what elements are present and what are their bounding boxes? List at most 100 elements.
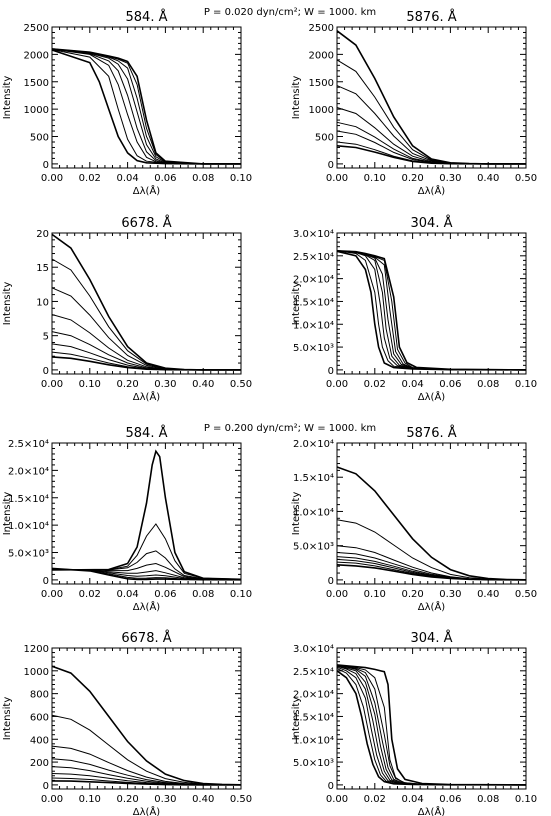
series-line-4 (51, 562, 242, 581)
x-tick-label: 0.06 (154, 589, 176, 600)
y-axis-label: Intensity (291, 697, 302, 741)
series-line-4 (51, 314, 241, 371)
y-tick-label: 400 (30, 735, 49, 746)
series-line-8 (336, 145, 526, 165)
y-axis-label: Intensity (2, 76, 13, 120)
y-tick-label: 2000 (24, 50, 49, 61)
x-tick-label: 0.20 (116, 794, 138, 805)
x-tick-label: 0.50 (515, 173, 537, 184)
x-tick-label: 0.40 (192, 379, 214, 390)
series-line-8 (51, 780, 241, 786)
x-tick-label: 0.08 (192, 589, 214, 600)
y-tick-label: 5 (43, 332, 49, 343)
y-tick-label: 0 (328, 576, 334, 587)
series-line-5 (336, 665, 527, 786)
x-tick-label: 0.10 (79, 379, 101, 390)
series-line-3 (52, 550, 242, 580)
series-line-6 (51, 343, 241, 371)
panel-6678-low-pressure: 0.00 0.10 0.20 0.30 0.40 0.50 0 5 10 15 20 6678. Å Δ… (2, 215, 252, 403)
x-tick-label: 0.00 (326, 379, 348, 390)
series-line-5 (336, 121, 526, 165)
series-line-3 (51, 48, 241, 165)
y-tick-label: 1000 (24, 105, 49, 116)
y-tick-label: 0 (43, 366, 49, 377)
x-tick-label: 0.02 (364, 379, 386, 390)
x-tick-label: 0.04 (116, 589, 138, 600)
panel-6678-high-pressure: 0.00 0.10 0.20 0.30 0.40 0.50 0 200 400 600 800 100… (2, 630, 252, 816)
y-tick-label: 2.0×10⁴ (293, 439, 334, 450)
panel-title: 304. Å (411, 630, 453, 646)
series-line-1 (336, 30, 526, 165)
series-line-8 (51, 356, 241, 371)
x-tick-label: 0.50 (515, 589, 537, 600)
x-tick-label: 0.02 (364, 794, 386, 805)
series-line-4 (336, 107, 526, 165)
series-line-2 (336, 668, 527, 786)
x-tick-label: 0.10 (515, 379, 537, 390)
series-line-3 (51, 287, 241, 371)
y-tick-label: 0 (328, 160, 334, 171)
series-line-1 (51, 49, 241, 165)
series-line-1 (51, 449, 242, 581)
y-tick-label: 1500 (309, 78, 334, 89)
y-axis-label: Intensity (2, 282, 13, 326)
series-line-2 (51, 523, 242, 580)
series-line-9 (336, 664, 527, 786)
panel-title: 304. Å (411, 215, 453, 231)
y-tick-label: 1.0×10⁴ (293, 507, 334, 518)
y-axis-label: Intensity (291, 492, 302, 536)
x-tick-label: 0.04 (116, 173, 138, 184)
x-tick-label: 0.10 (230, 589, 252, 600)
y-tick-label: 500 (30, 133, 49, 144)
y-tick-label: 0 (43, 160, 49, 171)
panel-title: 5876. Å (406, 425, 456, 441)
x-tick-label: 0.20 (116, 379, 138, 390)
x-tick-label: 0.10 (515, 794, 537, 805)
series-line-2 (51, 714, 242, 786)
x-tick-label: 0.50 (230, 794, 252, 805)
series-line-8 (51, 48, 241, 165)
x-tick-label: 0.10 (79, 794, 101, 805)
y-axis-label: Intensity (2, 697, 13, 741)
y-tick-label: 2.5×10⁴ (293, 667, 334, 678)
x-tick-label: 0.00 (41, 379, 63, 390)
y-tick-label: 1000 (309, 105, 334, 116)
y-tick-label: 1.5×10⁴ (293, 297, 334, 308)
panel-title: 6678. Å (121, 215, 171, 231)
suptitle-bottom: P = 0.200 dyn/cm²; W = 1000. km (204, 423, 376, 434)
y-tick-label: 1.5×10⁴ (293, 473, 334, 484)
y-tick-label: 0 (328, 366, 334, 377)
x-axis-label: Δλ(Å) (133, 184, 161, 197)
panel-title: 584. Å (126, 9, 168, 25)
x-tick-label: 0.40 (477, 589, 499, 600)
y-tick-label: 0 (43, 576, 49, 587)
series-line-6 (51, 48, 241, 165)
y-tick-label: 1000 (24, 667, 49, 678)
y-tick-label: 2.5×10⁴ (293, 252, 334, 263)
plot-frame (51, 647, 242, 790)
x-axis-label: Δλ(Å) (133, 805, 161, 816)
x-axis-label: Δλ(Å) (418, 600, 446, 613)
series-line-8 (336, 564, 527, 581)
x-tick-label: 0.04 (401, 794, 423, 805)
plot-frame (336, 647, 527, 790)
y-tick-label: 20 (36, 229, 49, 240)
series-line-3 (336, 666, 527, 786)
series-line-2 (51, 258, 241, 371)
y-tick-label: 200 (30, 758, 49, 769)
plot-frame (336, 26, 527, 169)
y-tick-label: 1.0×10⁴ (293, 320, 334, 331)
series-line-1 (336, 670, 527, 786)
y-tick-label: 0 (328, 781, 334, 792)
series-line-1 (51, 665, 242, 786)
x-tick-label: 0.50 (230, 379, 252, 390)
panel-title: 584. Å (126, 425, 168, 441)
x-tick-label: 0.04 (401, 379, 423, 390)
x-axis-label: Δλ(Å) (133, 600, 161, 613)
y-tick-label: 1.5×10⁴ (8, 494, 49, 505)
y-tick-label: 5.0×10³ (293, 343, 334, 354)
y-axis-label: Intensity (2, 492, 13, 536)
panel-584-low-pressure: 0.00 0.02 0.04 0.06 0.08 0.10 0 500 1000 1500 2000… (2, 9, 252, 197)
y-tick-label: 3.0×10⁴ (293, 644, 334, 655)
plot-frame (51, 232, 242, 375)
